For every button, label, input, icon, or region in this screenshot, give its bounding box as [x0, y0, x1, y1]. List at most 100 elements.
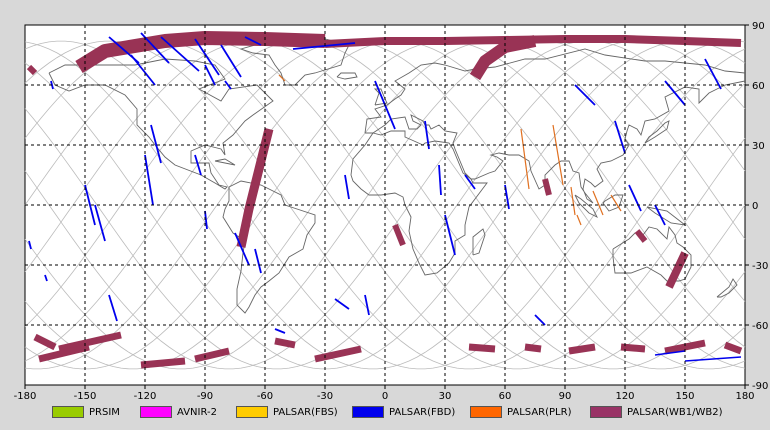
swath-fbd: [274, 328, 286, 334]
swath-wb: [236, 127, 274, 248]
swath-wb: [469, 35, 537, 81]
x-tick-label: 120: [615, 391, 634, 400]
swath-fbd: [130, 54, 156, 86]
legend-item-palsar-wb: PALSAR(WB1/WB2): [590, 405, 723, 419]
coastline: [574, 194, 599, 219]
swath-wb: [33, 333, 57, 351]
swath-wb: [664, 339, 706, 355]
coastline: [373, 88, 388, 106]
legend-label: PALSAR(FBD): [389, 406, 456, 418]
swath-fbd: [534, 314, 546, 326]
x-tick-label: -120: [134, 391, 157, 400]
coastline: [612, 225, 692, 282]
swath-fbd: [614, 120, 626, 154]
swath-fbd: [234, 232, 250, 266]
legend-swatch: [52, 406, 84, 418]
swath-wb: [38, 343, 90, 363]
coastline: [602, 194, 624, 212]
swath-fbd: [424, 120, 430, 150]
legend-label: AVNIR-2: [177, 406, 217, 418]
swath-plr: [610, 194, 622, 212]
swath-fbd: [94, 204, 106, 242]
x-tick-label: 150: [675, 391, 694, 400]
swath-fbd: [444, 214, 456, 256]
swath-wb: [620, 343, 646, 353]
swath-wb: [194, 347, 230, 363]
legend-label: PRSIM: [89, 406, 120, 418]
coverage-map: -180 -150 -120 -90 -60 -30 0 30 60 90 120 150 180 90…: [13, 21, 769, 402]
y-tick-label: 30: [752, 141, 765, 152]
x-tick-label: 180: [735, 391, 754, 400]
coastline: [472, 228, 486, 256]
y-tick-label: -60: [752, 321, 768, 332]
y-tick-label: 60: [752, 81, 765, 92]
swath-wb: [634, 229, 648, 243]
x-tick-label: 0: [382, 391, 388, 400]
legend-item-palsar-plr: PALSAR(PLR): [470, 405, 571, 419]
swath-wb: [568, 343, 596, 355]
legend: PRSIM AVNIR-2 PALSAR(FBS) PALSAR(FBD) PA…: [0, 400, 770, 430]
swath-plr: [570, 186, 576, 216]
swath-wb: [723, 341, 743, 355]
swath-wb: [324, 35, 742, 48]
latitude-ticks: 90 60 30 0 -30 -60 -90: [745, 21, 768, 392]
x-tick-label: -90: [197, 391, 213, 400]
coastline: [716, 278, 738, 298]
swath-fbd: [364, 294, 370, 316]
legend-label: PALSAR(FBS): [273, 406, 338, 418]
legend-swatch: [140, 406, 172, 418]
swath-fbd: [144, 154, 154, 206]
observation-swaths: [26, 31, 743, 369]
swath-fbd: [504, 184, 510, 210]
graticule: [25, 25, 745, 385]
swath-fbd: [292, 42, 356, 50]
swath-plr: [592, 190, 604, 216]
y-tick-label: 0: [752, 201, 758, 212]
y-tick-label: -90: [752, 381, 768, 392]
legend-item-palsar-fbs: PALSAR(FBS): [236, 405, 338, 419]
legend-label: PALSAR(WB1/WB2): [627, 406, 723, 418]
swath-plr: [576, 214, 582, 226]
swath-wb: [75, 31, 326, 73]
coastline: [48, 58, 274, 190]
coastline: [646, 206, 687, 226]
swath-fbd: [194, 154, 202, 176]
swath-fbd: [28, 240, 32, 250]
legend-item-avnir2: AVNIR-2: [140, 405, 217, 419]
swath-fbd: [254, 248, 262, 274]
swath-fbd: [438, 164, 442, 196]
swath-fbd: [244, 36, 262, 46]
swath-fbd: [194, 38, 220, 76]
swath-wb: [274, 337, 296, 349]
y-tick-label: 90: [752, 21, 765, 32]
map-canvas: -180 -150 -120 -90 -60 -30 0 30 60 90 120 150 180 90…: [14, 21, 769, 402]
legend-label: PALSAR(PLR): [507, 406, 572, 418]
legend-swatch: [590, 406, 622, 418]
swath-wb: [524, 343, 542, 353]
coastline: [336, 72, 358, 80]
swath-wb: [314, 345, 362, 363]
coastline: [644, 120, 670, 144]
swath-plr: [278, 74, 286, 82]
swath-wb: [468, 343, 496, 353]
swath-wb: [665, 251, 689, 289]
x-tick-label: -60: [257, 391, 273, 400]
swath-fbd: [150, 124, 162, 164]
swath-fbd: [464, 174, 476, 190]
y-tick-label: -30: [752, 261, 768, 272]
coastline: [214, 158, 236, 166]
x-tick-label: -150: [74, 391, 97, 400]
swath-fbd: [654, 204, 666, 226]
swath-plr: [552, 124, 564, 186]
legend-swatch: [352, 406, 384, 418]
x-tick-label: -30: [317, 391, 333, 400]
legend-swatch: [470, 406, 502, 418]
longitude-ticks: -180 -150 -120 -90 -60 -30 0 30 60 90 120 150 180: [14, 385, 755, 402]
swath-fbd: [344, 174, 350, 200]
swath-wb: [140, 357, 186, 369]
legend-swatch: [236, 406, 268, 418]
swath-wb: [392, 223, 406, 247]
x-tick-label: 30: [439, 391, 452, 400]
swath-wb: [26, 64, 38, 76]
swath-fbd: [160, 36, 200, 72]
